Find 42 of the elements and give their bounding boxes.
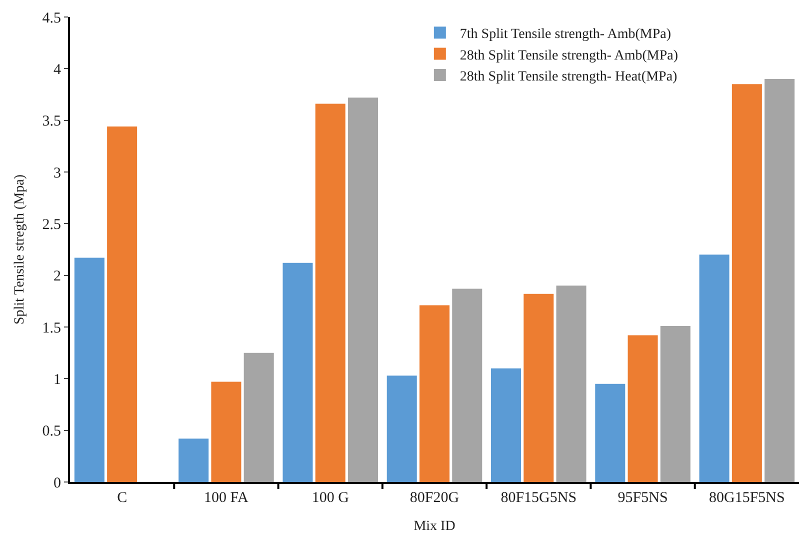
x-tick-label: 95F5NS (618, 490, 668, 506)
y-tick-label: 0 (54, 475, 61, 492)
y-tick-label: 4 (54, 62, 62, 78)
x-tick-label: 100 FA (204, 490, 249, 506)
bar (107, 126, 138, 482)
y-tick-label: 1 (54, 372, 61, 388)
y-tick-label: 0.5 (42, 424, 61, 440)
bar (386, 376, 417, 482)
bar (315, 104, 346, 482)
y-tick-label: 4.5 (42, 10, 61, 26)
bar (556, 286, 586, 482)
y-tick-label: 3 (54, 165, 61, 182)
y-tick-label: 3.5 (42, 114, 61, 130)
bar (764, 79, 795, 482)
bar (732, 84, 762, 482)
bar (660, 326, 690, 482)
y-tick-label: 2.5 (42, 216, 61, 233)
legend-label: 28th Split Tensile strength- Amb(MPa) (460, 48, 678, 64)
bar (348, 98, 378, 482)
y-tick-label: 1.5 (42, 320, 61, 336)
x-axis-title: Mix ID (414, 518, 456, 534)
x-tick-label: C (117, 490, 128, 506)
bar (491, 368, 522, 482)
y-tick-label: 2 (54, 268, 61, 285)
x-tick-label: 100 G (312, 490, 350, 506)
x-tick-label: 80G15F5NS (709, 490, 785, 506)
bar (244, 352, 274, 482)
bar (178, 438, 209, 482)
legend-label: 28th Split Tensile strength- Heat(MPa) (460, 69, 678, 84)
bar (595, 384, 626, 482)
x-tick-label: 80F20G (410, 490, 460, 506)
bar (211, 382, 242, 482)
bar (452, 288, 482, 482)
bar (699, 254, 730, 482)
legend-label: 7th Split Tensile strength- Amb(MPa) (460, 27, 672, 42)
y-axis-title: Split Tensile stregth (Mpa) (12, 174, 28, 325)
bar (419, 305, 450, 482)
x-tick-label: 80F15G5NS (500, 490, 577, 506)
bar (282, 262, 313, 482)
bar (628, 335, 658, 482)
bar (524, 294, 554, 482)
bar (74, 258, 104, 482)
